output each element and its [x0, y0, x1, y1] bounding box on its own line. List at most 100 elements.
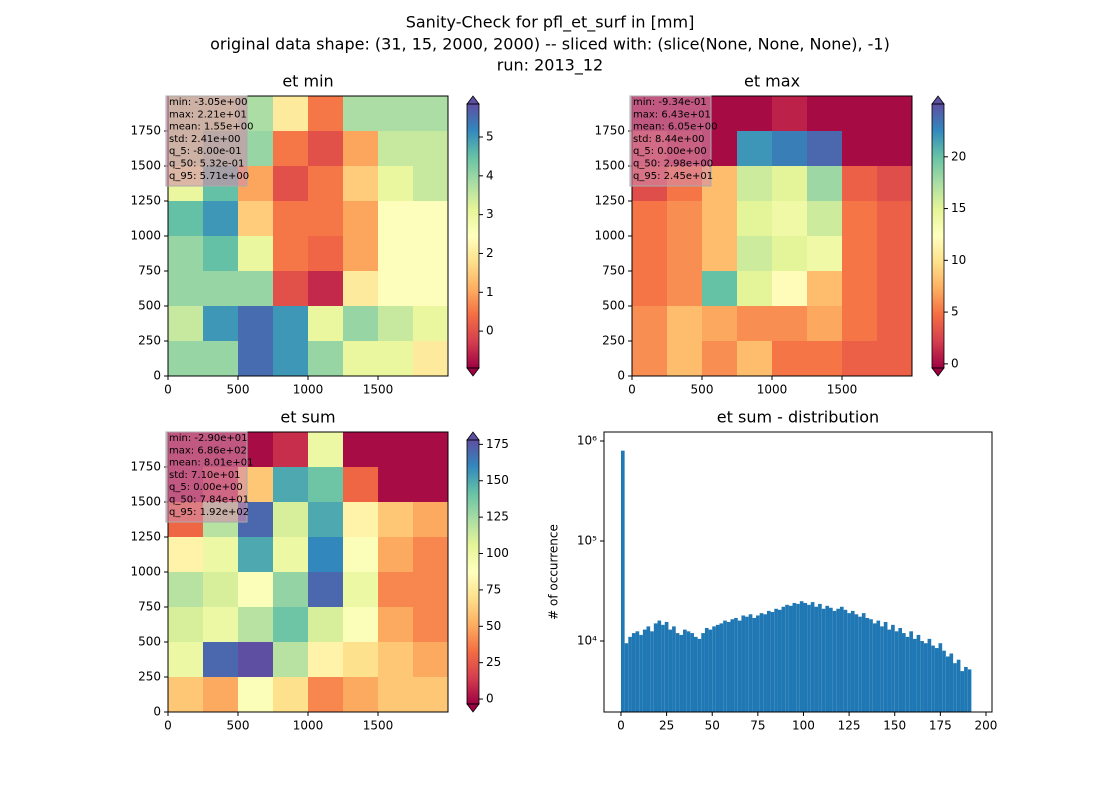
x-tick-label: 75: [750, 719, 765, 733]
heatmap-cell: [772, 201, 808, 237]
y-tick-label: 1500: [130, 495, 161, 509]
hist-bar: [814, 606, 819, 712]
heatmap-cell: [378, 236, 414, 272]
heatmap-cell: [273, 677, 309, 713]
colorbar-frame: [466, 103, 480, 369]
stats-line: q_50: 5.32e-01: [169, 159, 244, 170]
heatmap-cell: [702, 306, 738, 342]
hist-bar: [839, 606, 844, 712]
heatmap-cell: [842, 166, 878, 202]
hist-bar: [734, 617, 738, 712]
heatmap-cell: [737, 131, 773, 167]
heatmap-cell: [308, 502, 344, 538]
heatmap-cell: [413, 341, 449, 377]
heatmap-cell: [842, 306, 878, 342]
heatmap-cell: [667, 236, 703, 272]
heatmap-cell: [238, 236, 274, 272]
heatmap-cell: [632, 201, 668, 237]
x-tick-label: 175: [929, 719, 952, 733]
colorbar-tick-label: 125: [486, 510, 509, 524]
x-tick-label: 500: [691, 383, 714, 397]
hist-bar: [880, 626, 884, 712]
hist-bar: [887, 629, 892, 712]
heatmap-cell: [343, 432, 379, 468]
hist-bar: [956, 659, 961, 712]
x-tick-label: 1500: [827, 383, 858, 397]
heatmap-cell: [343, 236, 379, 272]
heatmap-cell: [343, 537, 379, 573]
hist-bar: [909, 631, 913, 712]
y-tick-label: 250: [138, 670, 161, 684]
colorbar-tick-label: 175: [486, 437, 509, 451]
hist-bar: [883, 621, 888, 712]
heatmap-cell: [203, 306, 239, 342]
suptitle: original data shape: (31, 15, 2000, 2000…: [210, 35, 890, 54]
hist-bar: [818, 603, 822, 712]
hist-bar: [766, 610, 771, 712]
hist-bar: [752, 617, 757, 712]
colorbar-tick-label: 10: [951, 253, 966, 267]
stats-box: [165, 431, 248, 523]
heatmap-cell: [168, 236, 204, 272]
y-tick-label: 1000: [130, 565, 161, 579]
heatmap-cell: [273, 502, 309, 538]
colorbar: [467, 104, 479, 368]
hist-bar: [639, 634, 643, 712]
heatmap-cell: [413, 306, 449, 342]
heatmap-cell: [667, 271, 703, 307]
y-tick-label: 250: [602, 334, 625, 348]
hist-bar: [843, 609, 848, 712]
colorbar-tick-label: 4: [486, 168, 494, 182]
hist-bar: [905, 636, 910, 712]
stats-line: q_95: 1.92e+02: [169, 507, 249, 518]
hist-bar: [902, 633, 906, 712]
heatmap-cell: [413, 236, 449, 272]
heatmap-cell: [308, 432, 344, 468]
hist-bar: [850, 610, 855, 712]
heatmap-cell: [807, 131, 843, 167]
heatmap-cell: [842, 271, 878, 307]
hist-bar: [657, 620, 662, 712]
hist-bar: [825, 605, 830, 712]
heatmap-cell: [772, 131, 808, 167]
heatmap-cell: [308, 537, 344, 573]
stats-line: min: -9.34e-01: [633, 97, 707, 108]
heatmap-cell: [168, 306, 204, 342]
y-tick-label: 10⁴: [577, 634, 597, 648]
heatmap-cell: [737, 166, 773, 202]
colorbar-tick-label: 0: [951, 356, 959, 370]
heatmap-cell: [238, 537, 274, 573]
heatmap-cell: [807, 166, 843, 202]
y-tick-label: 750: [138, 264, 161, 278]
hist-bar: [759, 613, 764, 712]
heatmap-cell: [203, 271, 239, 307]
hist-bar: [646, 626, 651, 712]
heatmap-cell: [378, 166, 414, 202]
heatmap-cell: [308, 607, 344, 643]
heatmap-cell: [378, 341, 414, 377]
heatmap-cell: [807, 271, 843, 307]
y-tick-label: 500: [138, 299, 161, 313]
heatmap-cell: [877, 166, 913, 202]
colorbar-tick-label: 15: [951, 201, 966, 215]
heatmap-cell: [308, 306, 344, 342]
stats-line: q_50: 7.84e+01: [169, 495, 249, 506]
hist-bar: [624, 643, 629, 712]
stats-line: std: 8.44e+00: [633, 134, 705, 145]
heatmap-cell: [273, 341, 309, 377]
heatmap-cell: [168, 201, 204, 237]
hist-bar: [679, 634, 684, 712]
hist-bar: [741, 615, 746, 712]
heatmap-cell: [378, 607, 414, 643]
hist-bar: [701, 633, 705, 712]
heatmap-cell: [168, 677, 204, 713]
stats-line: max: 2.21e+01: [169, 109, 247, 120]
heatmap-cell: [343, 677, 379, 713]
hist-bar: [836, 608, 840, 712]
hist-bar: [967, 669, 972, 712]
hist-bar: [964, 666, 968, 712]
stats-line: q_95: 2.45e+01: [633, 171, 713, 182]
heatmap-cell: [238, 572, 274, 608]
heatmap-cell: [378, 572, 414, 608]
heatmap-cell: [413, 502, 449, 538]
